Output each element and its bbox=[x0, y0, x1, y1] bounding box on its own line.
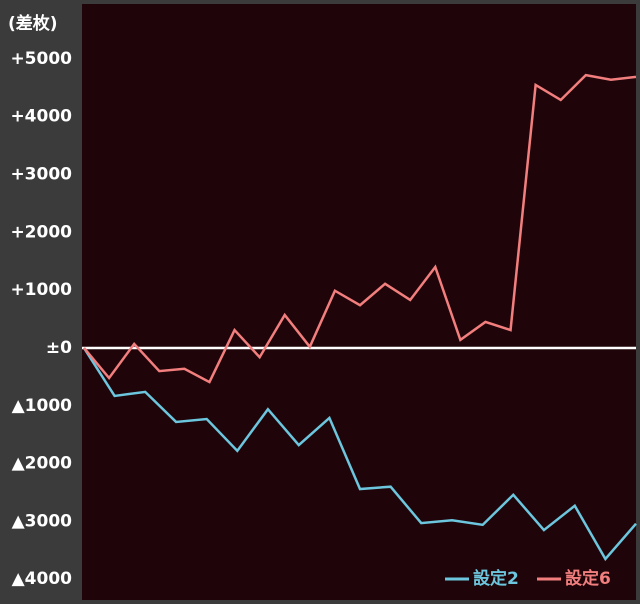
y-tick-label: ▲2000 bbox=[12, 454, 73, 474]
y-tick-label: +4000 bbox=[10, 107, 72, 127]
y-axis-label: (差枚) bbox=[8, 13, 58, 34]
series-line bbox=[82, 347, 637, 562]
y-tick-label: +1000 bbox=[10, 280, 72, 300]
legend-label: 設定6 bbox=[565, 568, 611, 589]
y-tick-label: +2000 bbox=[10, 222, 72, 242]
series-line bbox=[83, 73, 637, 384]
legend-label: 設定2 bbox=[473, 568, 519, 589]
y-tick-label: ▲3000 bbox=[12, 511, 73, 531]
y-tick-label: ▲1000 bbox=[12, 396, 73, 416]
y-tick-label: +5000 bbox=[10, 49, 72, 69]
y-tick-label: ▲4000 bbox=[12, 569, 73, 589]
plot-area bbox=[82, 4, 636, 600]
y-tick-label: ±0 bbox=[46, 338, 72, 358]
y-tick-label: +3000 bbox=[10, 165, 72, 185]
